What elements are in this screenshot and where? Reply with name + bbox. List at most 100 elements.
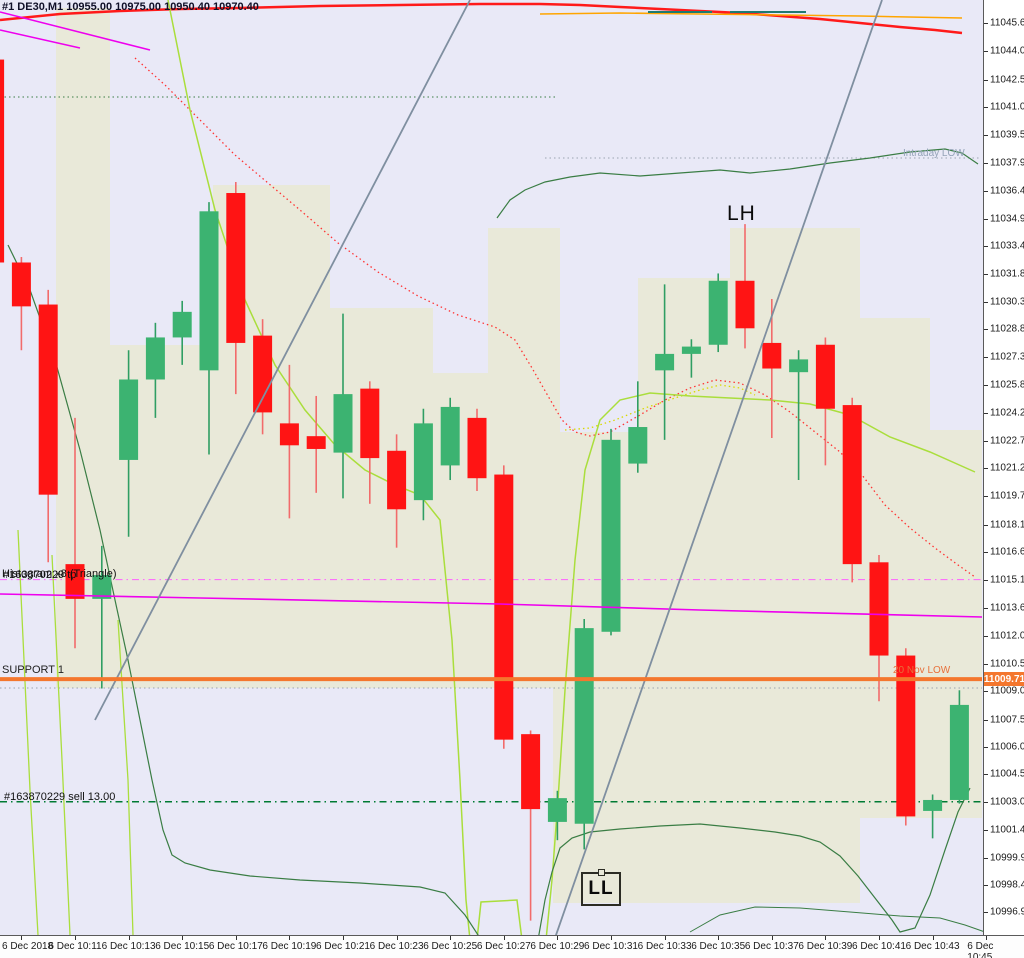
dark-green-upper-env bbox=[496, 148, 979, 219]
candle-10:20[interactable] bbox=[306, 395, 326, 493]
candle-10:38[interactable] bbox=[789, 350, 809, 481]
candle-10:08[interactable] bbox=[0, 56, 5, 266]
candle-10:16[interactable] bbox=[199, 202, 219, 455]
candle-10:39[interactable] bbox=[815, 337, 835, 466]
candle-10:41[interactable] bbox=[869, 554, 889, 702]
candle-10:42[interactable] bbox=[896, 648, 916, 826]
candle-body bbox=[655, 353, 675, 371]
candle-body bbox=[279, 423, 299, 446]
candle-body bbox=[360, 388, 380, 459]
price-tick bbox=[984, 51, 988, 53]
candle-10:21[interactable] bbox=[333, 313, 353, 499]
price-axis-label: 11015.15 bbox=[990, 574, 1024, 586]
time-axis-label: 6 Dec 10:37 bbox=[744, 941, 799, 952]
candle-10:10[interactable] bbox=[38, 289, 58, 563]
candle-10:26[interactable] bbox=[467, 408, 487, 492]
candle-10:09[interactable] bbox=[11, 257, 31, 351]
time-axis-label: 6 Dec 10:31 bbox=[584, 941, 638, 952]
time-tick bbox=[879, 936, 880, 940]
price-tick bbox=[984, 23, 988, 24]
time-axis-label: 6 Dec 10:19 bbox=[262, 941, 317, 952]
time-tick bbox=[235, 936, 237, 940]
time-axis-label: 6 Dec 10:15 bbox=[155, 941, 210, 952]
candle-10:24[interactable] bbox=[413, 408, 433, 521]
price-axis-label: 11045.60 bbox=[990, 17, 1024, 29]
candle-10:33[interactable] bbox=[655, 284, 675, 440]
candle-10:19[interactable] bbox=[279, 364, 299, 519]
time-tick bbox=[664, 936, 666, 940]
candle-10:22[interactable] bbox=[360, 381, 380, 504]
candle-10:25[interactable] bbox=[440, 397, 460, 481]
price-tick bbox=[984, 79, 988, 81]
price-axis-label: 11024.25 bbox=[990, 407, 1024, 419]
time-tick bbox=[718, 936, 720, 940]
candle-body bbox=[521, 734, 541, 810]
dark-green-lower-env bbox=[7, 244, 479, 935]
price-tick bbox=[984, 912, 988, 914]
session-shading-region bbox=[638, 278, 730, 903]
time-axis-label: 6 Dec 10:29 bbox=[530, 941, 585, 952]
price-axis-label: 11013.60 bbox=[990, 602, 1024, 614]
price-tick bbox=[984, 218, 988, 220]
price-tick bbox=[984, 384, 988, 386]
candle-10:36[interactable] bbox=[735, 224, 755, 349]
candle-10:18[interactable] bbox=[253, 319, 273, 435]
candle-10:23[interactable] bbox=[387, 434, 407, 548]
candle-10:28[interactable] bbox=[521, 730, 541, 921]
candle-10:27[interactable] bbox=[494, 465, 514, 749]
price-tick bbox=[984, 274, 988, 276]
price-tick bbox=[984, 134, 988, 136]
candle-body bbox=[574, 628, 594, 824]
gray-trendline-2[interactable] bbox=[548, 0, 883, 935]
price-axis-label: 11034.90 bbox=[990, 213, 1024, 225]
time-tick bbox=[557, 936, 559, 940]
candle-body bbox=[306, 436, 326, 449]
price-tick bbox=[984, 663, 988, 665]
time-tick bbox=[289, 936, 291, 940]
time-tick bbox=[825, 936, 827, 940]
time-axis[interactable]: 6 Dec 2018 6 Dec 10:11 6 Dec 10:13 6 Dec 10… bbox=[0, 935, 1024, 958]
time-tick bbox=[75, 936, 76, 940]
candle-body bbox=[708, 280, 728, 345]
price-axis-label: 11004.50 bbox=[990, 768, 1024, 780]
price-axis-label: 10996.95 bbox=[990, 906, 1024, 918]
candle-10:31[interactable] bbox=[601, 428, 621, 636]
time-axis-label: 6 Dec 10:35 bbox=[691, 941, 746, 952]
candle-body bbox=[923, 799, 943, 811]
candle-10:15[interactable] bbox=[172, 300, 192, 365]
candle-10:37[interactable] bbox=[762, 299, 782, 438]
candle-body bbox=[413, 423, 433, 501]
candle-10:43[interactable] bbox=[923, 794, 943, 839]
candle-10:34[interactable] bbox=[681, 339, 701, 378]
time-axis-label: 6 Dec 10:27 bbox=[476, 941, 531, 952]
candle-10:13[interactable] bbox=[119, 350, 139, 537]
chart-plot-area[interactable]: #1 DE30,M1 10955.00 10975.00 10950.40 10… bbox=[0, 0, 983, 935]
candle-10:32[interactable] bbox=[628, 381, 648, 473]
price-tick bbox=[984, 552, 988, 554]
candle-10:40[interactable] bbox=[842, 397, 862, 583]
time-tick bbox=[450, 936, 452, 940]
chart-canvas[interactable] bbox=[0, 0, 983, 935]
price-tick bbox=[984, 246, 988, 248]
candle-10:30[interactable] bbox=[574, 618, 594, 850]
candle-10:44[interactable] bbox=[949, 690, 969, 804]
candle-body bbox=[547, 798, 567, 822]
price-axis[interactable]: 11009.71 11045.60 11044.05 11042.50 11041.0… bbox=[983, 0, 1024, 946]
candle-10:29[interactable] bbox=[547, 790, 567, 841]
candle-10:14[interactable] bbox=[145, 322, 165, 418]
price-axis-label: 11041.00 bbox=[990, 101, 1024, 113]
time-tick bbox=[343, 936, 344, 940]
candle-10:17[interactable] bbox=[226, 182, 246, 395]
price-tick bbox=[984, 746, 988, 748]
candle-10:35[interactable] bbox=[708, 273, 728, 353]
price-tick bbox=[984, 440, 988, 442]
candle-10:12[interactable] bbox=[92, 545, 112, 689]
candle-10:11[interactable] bbox=[65, 417, 85, 649]
price-axis-label: 11021.25 bbox=[990, 462, 1024, 474]
gray-trendline-1[interactable] bbox=[94, 0, 471, 721]
price-tick bbox=[984, 524, 988, 526]
candle-body bbox=[0, 59, 5, 263]
candle-body bbox=[253, 335, 273, 413]
session-shading-region bbox=[553, 432, 638, 903]
